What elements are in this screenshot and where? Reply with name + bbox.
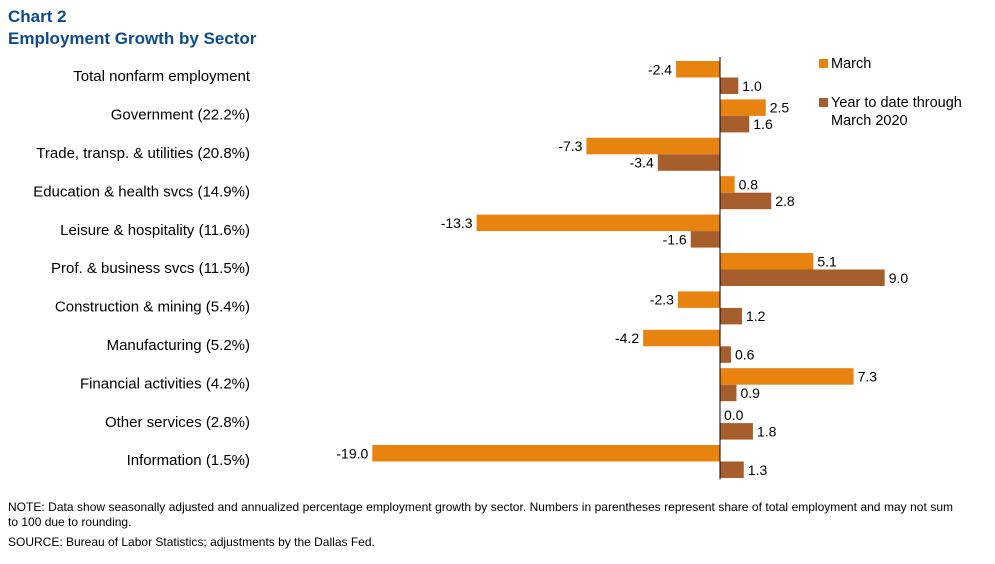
ytd-bar xyxy=(690,231,720,248)
chart-notes: NOTE: Data show seasonally adjusted and … xyxy=(8,500,953,550)
data-label: 1.2 xyxy=(746,308,766,324)
category-label: Trade, transp. & utilities (20.8%) xyxy=(36,145,250,162)
data-label: -13.3 xyxy=(441,215,473,231)
march-bar xyxy=(586,137,720,155)
category-label: Leisure & hospitality (11.6%) xyxy=(60,222,250,239)
legend-label: March xyxy=(831,56,871,72)
category-label: Financial activities (4.2%) xyxy=(80,375,250,392)
march-bar xyxy=(720,368,854,385)
data-label: 2.5 xyxy=(770,100,790,116)
data-label: 1.8 xyxy=(757,423,777,439)
march-bar xyxy=(476,214,720,232)
ytd-bar xyxy=(720,192,772,210)
data-label: 1.3 xyxy=(748,462,768,478)
data-label: -2.3 xyxy=(650,292,674,308)
data-label: -19.0 xyxy=(336,445,368,461)
march-bar xyxy=(720,176,735,193)
chart-number: Chart 2 xyxy=(8,7,67,26)
march-bar xyxy=(372,445,720,462)
category-label: Other services (2.8%) xyxy=(105,414,250,431)
legend-label: Year to date through xyxy=(831,95,962,111)
march-bar xyxy=(643,329,720,347)
data-label: 1.6 xyxy=(753,116,773,132)
march-bar xyxy=(677,291,720,308)
ytd-bar xyxy=(657,154,720,171)
march-bar xyxy=(720,99,766,116)
ytd-bar xyxy=(720,307,742,325)
ytd-bar xyxy=(720,269,885,286)
note-text: NOTE: Data show seasonally adjusted and … xyxy=(8,500,953,529)
category-label: Construction & mining (5.4%) xyxy=(55,299,250,316)
data-label: 2.8 xyxy=(775,193,795,209)
data-label: 0.9 xyxy=(740,385,760,401)
ytd-bar xyxy=(720,115,750,133)
data-label: 0.8 xyxy=(739,176,759,192)
data-label: -1.6 xyxy=(663,231,687,247)
ytd-bar xyxy=(720,423,753,440)
data-label: 0.0 xyxy=(724,407,744,423)
legend-ytd-swatch xyxy=(819,98,828,107)
category-label: Total nonfarm employment xyxy=(73,68,251,85)
data-label: -7.3 xyxy=(558,138,582,154)
ytd-bar xyxy=(720,384,737,402)
legend-march-swatch xyxy=(819,59,828,68)
data-label: -4.2 xyxy=(615,330,639,346)
data-label: 9.0 xyxy=(889,270,909,286)
chart-title-block: Chart 2 Employment Growth by Sector xyxy=(8,6,256,50)
legend-label: March 2020 xyxy=(831,113,908,129)
ytd-bar xyxy=(720,77,739,94)
data-label: -3.4 xyxy=(630,155,654,171)
category-label: Manufacturing (5.2%) xyxy=(107,337,250,354)
chart-title: Employment Growth by Sector xyxy=(8,29,257,48)
employment-growth-chart: Total nonfarm employment -2.4 1.0 Governmen… xyxy=(33,56,962,480)
category-label: Education & health svcs (14.9%) xyxy=(33,183,250,200)
data-label: -2.4 xyxy=(648,61,672,77)
ytd-bar xyxy=(720,346,731,363)
data-label: 7.3 xyxy=(858,368,878,384)
category-label: Government (22.2%) xyxy=(111,107,250,124)
march-bar xyxy=(676,61,720,78)
data-label: 5.1 xyxy=(817,253,837,269)
data-label: 1.0 xyxy=(742,78,762,94)
category-label: Information (1.5%) xyxy=(127,452,250,469)
ytd-bar xyxy=(720,461,744,478)
data-label: 0.6 xyxy=(735,347,755,363)
march-bar xyxy=(720,253,814,270)
source-text: SOURCE: Bureau of Labor Statistics; adju… xyxy=(8,535,375,549)
category-label: Prof. & business svcs (11.5%) xyxy=(51,260,250,277)
